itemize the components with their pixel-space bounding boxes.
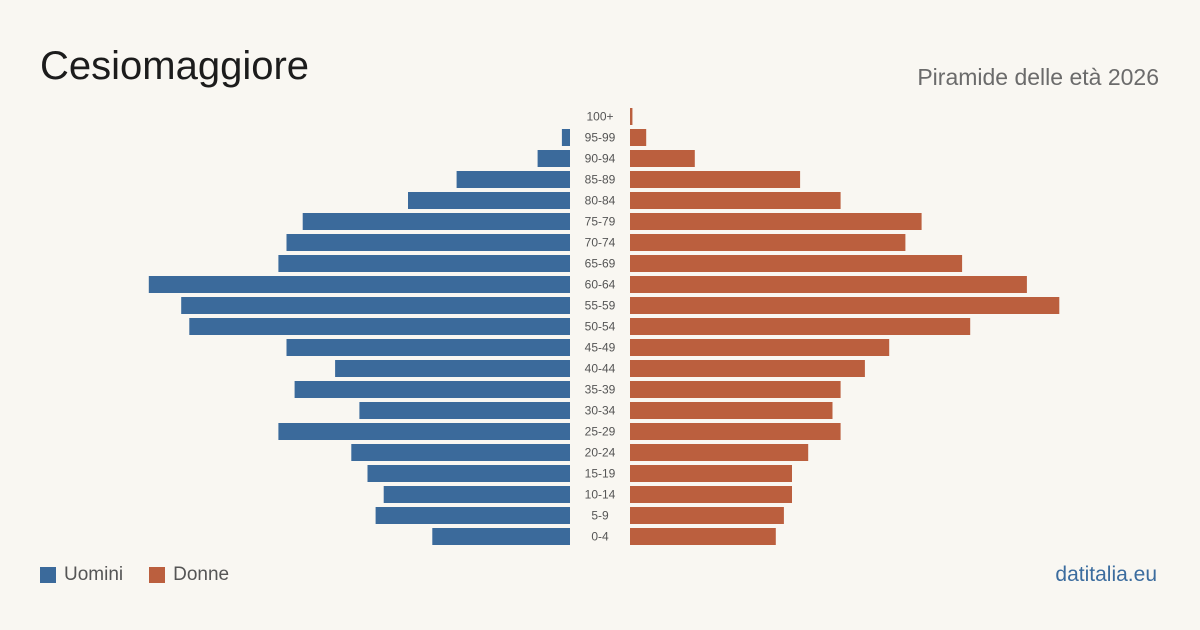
bar-women-85-89 [630,171,801,188]
bar-women-50-54 [630,318,971,335]
bar-women-45-49 [630,339,890,356]
age-label-45-49: 45-49 [585,341,616,355]
age-label-55-59: 55-59 [585,299,616,313]
age-label-100plus: 100+ [586,110,613,124]
age-label-65-69: 65-69 [585,257,616,271]
age-label-50-54: 50-54 [585,320,616,334]
age-label-5-9: 5-9 [591,509,609,523]
bar-women-40-44 [630,360,865,377]
bar-men-5-9 [375,507,570,524]
bar-women-10-14 [630,486,792,503]
age-label-95-99: 95-99 [585,131,616,145]
bar-women-95-99 [630,129,647,146]
bar-men-65-69 [278,255,570,272]
age-label-35-39: 35-39 [585,383,616,397]
bar-women-30-34 [630,402,833,419]
bar-women-70-74 [630,234,906,251]
bar-men-55-59 [181,297,570,314]
bar-women-90-94 [630,150,695,167]
bar-women-0-4 [630,528,776,545]
age-label-15-19: 15-19 [585,467,616,481]
bar-men-35-39 [294,381,570,398]
legend-swatch-women [149,567,166,583]
bar-men-0-4 [432,528,570,545]
bar-men-80-84 [408,192,570,209]
legend-item-women: Donne [149,564,229,586]
bar-men-90-94 [537,150,570,167]
bar-men-30-34 [359,402,570,419]
bar-women-55-59 [630,297,1060,314]
bar-women-100plus [630,108,633,125]
age-label-80-84: 80-84 [585,194,616,208]
age-label-20-24: 20-24 [585,446,616,460]
legend-swatch-men [40,567,56,583]
age-label-90-94: 90-94 [585,152,616,166]
age-label-0-4: 0-4 [591,530,609,544]
age-label-25-29: 25-29 [585,425,616,439]
age-label-85-89: 85-89 [585,173,616,187]
chart-legend: Uomini Donne [40,564,255,586]
bar-men-20-24 [351,444,570,461]
bar-men-45-49 [286,339,570,356]
bar-men-25-29 [278,423,570,440]
chart-subtitle: Piramide delle età 2026 [917,64,1159,90]
legend-label-men: Uomini [64,564,124,585]
legend-label-women: Donne [173,564,230,585]
bar-women-15-19 [630,465,792,482]
age-label-30-34: 30-34 [585,404,616,418]
bar-women-5-9 [630,507,784,524]
bar-men-40-44 [335,360,570,377]
bar-men-75-79 [302,213,570,230]
bar-men-70-74 [286,234,570,251]
bar-women-80-84 [630,192,841,209]
age-label-75-79: 75-79 [585,215,616,229]
bar-women-35-39 [630,381,841,398]
bar-men-95-99 [561,129,570,146]
bar-women-65-69 [630,255,963,272]
age-label-60-64: 60-64 [585,278,616,292]
bar-men-10-14 [383,486,570,503]
bar-women-60-64 [630,276,1027,293]
bar-women-75-79 [630,213,922,230]
age-label-70-74: 70-74 [585,236,616,250]
age-label-40-44: 40-44 [585,362,616,376]
age-label-10-14: 10-14 [585,488,616,502]
bar-men-15-19 [367,465,570,482]
bar-men-85-89 [456,171,570,188]
chart-title: Cesiomaggiore [40,44,310,88]
source-link[interactable]: datitalia.eu [1055,563,1157,586]
legend-item-men: Uomini [40,564,123,586]
bar-men-50-54 [189,318,571,335]
bar-women-20-24 [630,444,809,461]
bar-men-60-64 [148,276,571,293]
bar-women-25-29 [630,423,841,440]
